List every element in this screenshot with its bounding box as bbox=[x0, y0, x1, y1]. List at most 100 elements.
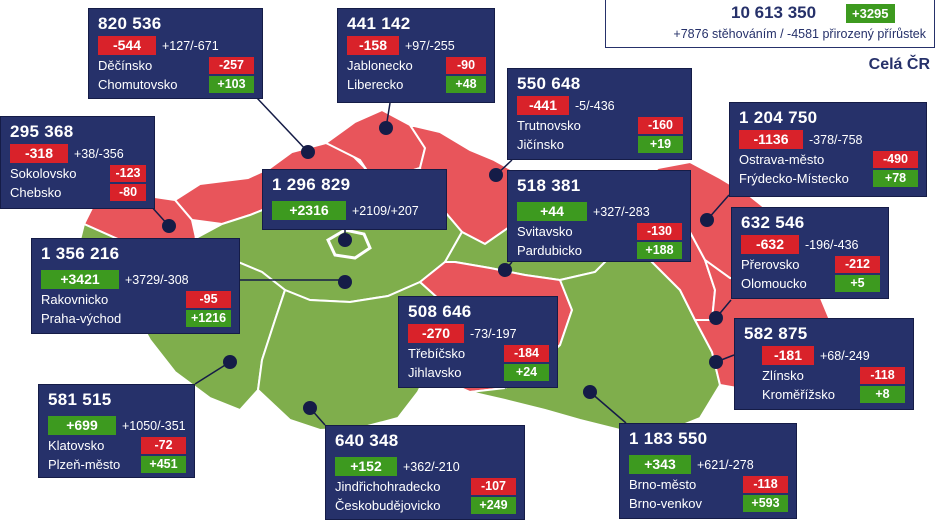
district-change-badge: -123 bbox=[110, 165, 146, 182]
district-name: Brno-venkov bbox=[629, 496, 702, 511]
district-change-badge: -95 bbox=[186, 291, 231, 308]
district-name: Děčínsko bbox=[98, 58, 153, 73]
region-change-detail: +68/-249 bbox=[820, 348, 870, 363]
marker-jihomoravsky bbox=[583, 385, 597, 399]
region-change-detail: -196/-436 bbox=[805, 237, 859, 252]
region-population: 1 296 829 bbox=[272, 175, 351, 194]
region-change-badge: -632 bbox=[741, 235, 799, 254]
district-name: Jičínsko bbox=[517, 137, 564, 152]
district-name: Klatovsko bbox=[48, 438, 105, 453]
region-card-plzensky: 581 515 +699 +1050/-351 Klatovsko -72 Plze… bbox=[38, 384, 195, 478]
district-change-badge: +48 bbox=[446, 76, 486, 93]
district-change-badge: -160 bbox=[638, 117, 683, 134]
region-change-detail: +2109/+207 bbox=[352, 203, 419, 218]
region-population: 508 646 bbox=[408, 302, 472, 321]
leader-line bbox=[589, 391, 627, 424]
marker-ustecky bbox=[301, 145, 315, 159]
national-detail: +7876 stěhováním / -4581 přirozený přírů… bbox=[673, 27, 926, 41]
district-name: Chebsko bbox=[10, 185, 62, 200]
district-name: Jindřichohradecko bbox=[335, 479, 441, 494]
district-name: Plzeň-město bbox=[48, 457, 121, 472]
district-name: Kroměřížsko bbox=[762, 387, 835, 402]
region-card-praha: 1 296 829 +2316 +2109/+207 bbox=[262, 169, 447, 230]
region-markers bbox=[162, 121, 723, 415]
region-change-detail: +327/-283 bbox=[593, 204, 650, 219]
region-population: 582 875 bbox=[744, 324, 808, 343]
region-change-badge: -181 bbox=[762, 346, 814, 365]
district-change-badge: -107 bbox=[471, 478, 516, 495]
district-change-badge: -130 bbox=[637, 223, 682, 240]
marker-moravskoslezsky bbox=[700, 213, 714, 227]
district-change-badge: -257 bbox=[209, 57, 254, 74]
region-change-detail: -73/-197 bbox=[470, 326, 517, 341]
region-population: 1 183 550 bbox=[629, 429, 708, 448]
region-population: 820 536 bbox=[98, 14, 162, 33]
district-change-badge: -118 bbox=[860, 367, 905, 384]
region-population: 518 381 bbox=[517, 176, 581, 195]
district-name: Jablonecko bbox=[347, 58, 413, 73]
district-change-badge: +19 bbox=[638, 136, 683, 153]
region-population: 640 348 bbox=[335, 431, 399, 450]
district-change-badge: +593 bbox=[743, 495, 788, 512]
district-change-badge: -490 bbox=[873, 151, 918, 168]
district-name: Praha-východ bbox=[41, 311, 122, 326]
national-summary: 10 613 350 +3295 +7876 stěhováním / -458… bbox=[605, 0, 935, 48]
region-change-badge: +44 bbox=[517, 202, 587, 221]
district-name: Brno-město bbox=[629, 477, 697, 492]
national-change-badge: +3295 bbox=[846, 4, 895, 23]
region-change-detail: +3729/-308 bbox=[125, 272, 189, 287]
district-change-badge: -118 bbox=[743, 476, 788, 493]
national-label: Celá ČR bbox=[868, 56, 930, 73]
region-card-jihocesky: 640 348 +152 +362/-210 Jindřichohradecko -… bbox=[325, 425, 525, 520]
region-change-badge: -158 bbox=[347, 36, 399, 55]
district-name: Trutnovsko bbox=[517, 118, 581, 133]
region-population: 550 648 bbox=[517, 74, 581, 93]
region-change-detail: +38/-356 bbox=[74, 146, 124, 161]
district-name: Sokolovsko bbox=[10, 166, 77, 181]
leader-line bbox=[256, 97, 309, 153]
district-change-badge: -72 bbox=[141, 437, 186, 454]
district-change-badge: +1216 bbox=[186, 310, 231, 327]
region-change-badge: +152 bbox=[335, 457, 397, 476]
district-change-badge: +8 bbox=[860, 386, 905, 403]
region-change-detail: +621/-278 bbox=[697, 457, 754, 472]
region-change-detail: -378/-758 bbox=[809, 132, 863, 147]
region-change-badge: -441 bbox=[517, 96, 569, 115]
marker-zlinsky bbox=[709, 355, 723, 369]
district-name: Olomoucko bbox=[741, 276, 807, 291]
district-name: Zlínsko bbox=[762, 368, 804, 383]
marker-karlovarsky bbox=[162, 219, 176, 233]
region-change-badge: +343 bbox=[629, 455, 691, 474]
region-change-badge: -544 bbox=[98, 36, 156, 55]
region-card-moravskoslezsky: 1 204 750 -1136 -378/-758 Ostrava-město -4… bbox=[729, 102, 927, 197]
region-population: 1 356 216 bbox=[41, 244, 120, 263]
region-card-vysocina: 508 646 -270 -73/-197 Třebíčsko -184 Jihla… bbox=[398, 296, 558, 388]
district-name: Pardubicko bbox=[517, 243, 583, 258]
district-name: Třebíčsko bbox=[408, 346, 466, 361]
region-card-karlovarsky: 295 368 -318 +38/-356 Sokolovsko -123 Cheb… bbox=[0, 116, 155, 209]
district-name: Rakovnicko bbox=[41, 292, 109, 307]
region-change-detail: +97/-255 bbox=[405, 38, 455, 53]
region-population: 441 142 bbox=[347, 14, 411, 33]
region-card-kralovehradecky: 550 648 -441 -5/-436 Trutnovsko -160 Jičín… bbox=[507, 68, 692, 160]
region-change-badge: -318 bbox=[10, 144, 68, 163]
region-population: 1 204 750 bbox=[739, 108, 818, 127]
district-change-badge: -80 bbox=[110, 184, 146, 201]
district-name: Ostrava-město bbox=[739, 152, 825, 167]
region-card-jihomoravsky: 1 183 550 +343 +621/-278 Brno-město -118 B… bbox=[619, 423, 797, 519]
marker-jihocesky bbox=[303, 401, 317, 415]
district-change-badge: +188 bbox=[637, 242, 682, 259]
district-name: Svitavsko bbox=[517, 224, 573, 239]
region-change-detail: -5/-436 bbox=[575, 98, 615, 113]
region-card-stredocesky: 1 356 216 +3421 +3729/-308 Rakovnicko -95 … bbox=[31, 238, 240, 334]
marker-liberecky bbox=[379, 121, 393, 135]
region-card-liberecky: 441 142 -158 +97/-255 Jablonecko -90 Liber… bbox=[337, 8, 495, 103]
marker-olomoucky bbox=[709, 311, 723, 325]
region-change-detail: +362/-210 bbox=[403, 459, 460, 474]
district-name: Jihlavsko bbox=[408, 365, 462, 380]
marker-pardubicky bbox=[498, 263, 512, 277]
region-jihocesky bbox=[256, 280, 442, 432]
district-change-badge: +78 bbox=[873, 170, 918, 187]
region-card-zlinsky: 582 875 -181 +68/-249 Zlínsko -118 Kroměří… bbox=[734, 318, 914, 410]
district-name: Liberecko bbox=[347, 77, 404, 92]
